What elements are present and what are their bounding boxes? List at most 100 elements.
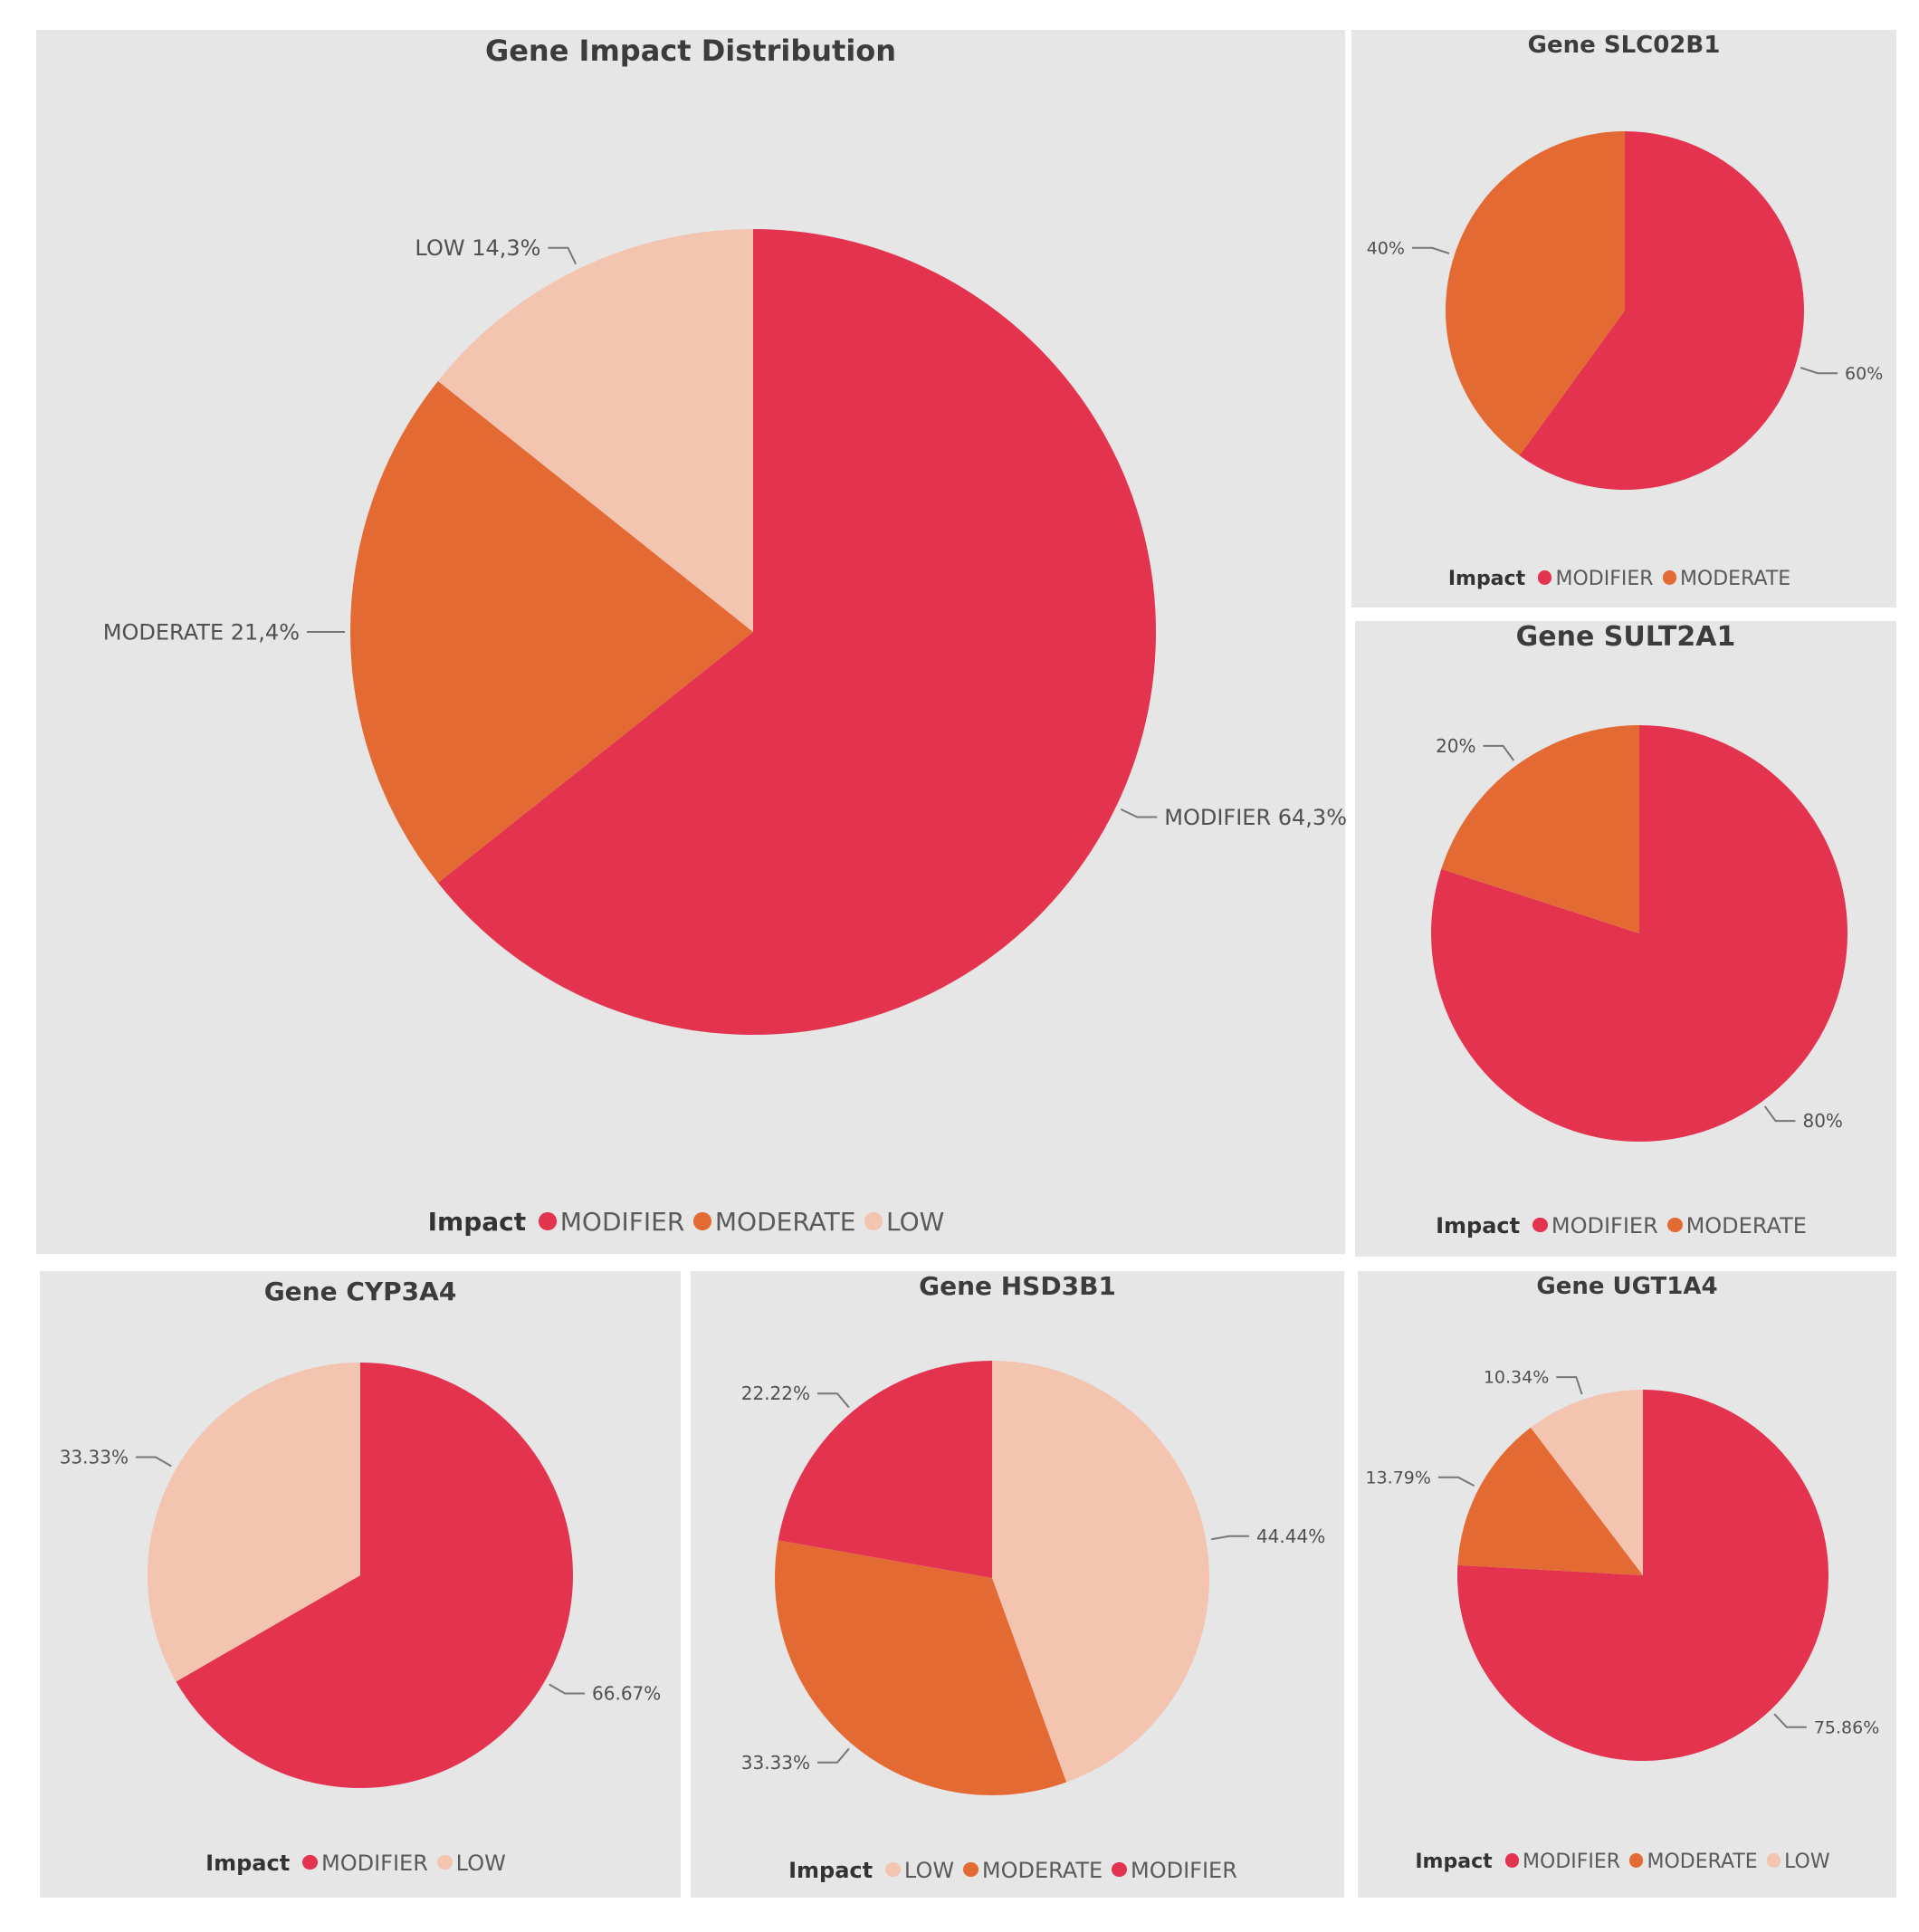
legend-dot-icon bbox=[1112, 1861, 1127, 1878]
data-label: 66.67% bbox=[592, 1683, 661, 1705]
legend-item-modifier[interactable]: MODIFIER bbox=[302, 1851, 428, 1876]
leader-line bbox=[1437, 1476, 1475, 1487]
legend-label: MODIFIER bbox=[1523, 1851, 1621, 1873]
leader-line bbox=[135, 1456, 172, 1468]
pie-chart: 80% 20% bbox=[1431, 725, 1847, 1142]
legend-label: MODIFIER bbox=[1551, 1213, 1658, 1239]
chart-panel-sult2a1: Gene SULT2A1 80% 20% Impact MODIFIER MODERA… bbox=[1355, 621, 1896, 1257]
legend-item-moderate[interactable]: MODERATE bbox=[693, 1207, 855, 1237]
legend-header: Impact bbox=[427, 1207, 527, 1237]
pie-slice-low[interactable] bbox=[1530, 1390, 1643, 1575]
legend-header: Impact bbox=[1415, 1851, 1493, 1873]
pie-chart: 44.44% 33.33% 22.22% bbox=[741, 1361, 1325, 1795]
pie-slice-moderate[interactable] bbox=[1441, 725, 1639, 933]
leader-line bbox=[817, 1747, 850, 1764]
chart-legend: Impact MODIFIER MODERATE bbox=[1351, 568, 1896, 590]
legend-label: LOW bbox=[455, 1851, 506, 1876]
legend-label: MODIFIER bbox=[559, 1207, 685, 1237]
legend-item-low[interactable]: LOW bbox=[1766, 1851, 1830, 1873]
legend-item-low[interactable]: LOW bbox=[885, 1858, 954, 1883]
legend-item-moderate[interactable]: MODERATE bbox=[1662, 568, 1791, 590]
legend-item-low[interactable]: LOW bbox=[864, 1207, 944, 1237]
legend-label: LOW bbox=[903, 1858, 955, 1883]
legend-header: Impact bbox=[1436, 1213, 1521, 1239]
legend-dot-icon bbox=[1662, 570, 1676, 585]
chart-title: Gene CYP3A4 bbox=[263, 1277, 457, 1306]
chart-panel-slco2b1: Gene SLC02B1 60% 40% Impact MODIFIER MODERA… bbox=[1351, 30, 1896, 607]
data-label: 40% bbox=[1367, 238, 1405, 258]
data-label: 33.33% bbox=[741, 1752, 810, 1774]
pie-slice-modifier[interactable] bbox=[437, 229, 1157, 1035]
legend-label: LOW bbox=[1784, 1851, 1830, 1873]
legend-dot-icon bbox=[963, 1861, 979, 1878]
chart-legend: Impact MODIFIER MODERATE LOW bbox=[36, 1207, 1345, 1237]
legend-dot-icon bbox=[1538, 570, 1552, 585]
pie-chart: MODIFIER 64,3% MODERATE 21,4% LOW 14,3% bbox=[103, 229, 1347, 1035]
data-label: 13.79% bbox=[1365, 1468, 1430, 1487]
legend-label: MODERATE bbox=[714, 1207, 856, 1237]
pie-slice-moderate[interactable] bbox=[1457, 1427, 1643, 1575]
data-label: 20% bbox=[1436, 735, 1475, 757]
chart-legend: Impact MODIFIER MODERATE bbox=[1355, 1213, 1896, 1239]
legend-item-modifier[interactable]: MODIFIER bbox=[539, 1207, 684, 1237]
legend-item-modifier[interactable]: MODIFIER bbox=[1504, 1851, 1621, 1873]
leader-line bbox=[1411, 246, 1450, 254]
legend-item-moderate[interactable]: MODERATE bbox=[963, 1858, 1103, 1883]
legend-dot-icon bbox=[539, 1212, 557, 1230]
legend-item-modifier[interactable]: MODIFIER bbox=[1532, 1213, 1658, 1239]
chart-panel-ugt1a4: Gene UGT1A4 75.86% 13.79% 10.34% Impact MOD… bbox=[1358, 1271, 1896, 1898]
pie-slice-low[interactable] bbox=[992, 1361, 1210, 1783]
legend-dot-icon bbox=[1766, 1853, 1781, 1868]
legend-dot-icon bbox=[1666, 1217, 1683, 1233]
pie-slice-low[interactable] bbox=[148, 1363, 360, 1682]
leader-line bbox=[1483, 744, 1515, 761]
pie-slice-moderate[interactable] bbox=[775, 1540, 1067, 1795]
legend-label: MODERATE bbox=[981, 1858, 1103, 1883]
data-label: 22.22% bbox=[741, 1382, 810, 1404]
chart-legend: Impact MODIFIER MODERATE LOW bbox=[1358, 1851, 1896, 1873]
chart-title: Gene Impact Distribution bbox=[484, 33, 897, 68]
chart-legend: Impact MODIFIER LOW bbox=[40, 1851, 681, 1876]
leader-line bbox=[549, 1683, 586, 1695]
legend-label: LOW bbox=[886, 1207, 945, 1237]
legend-item-modifier[interactable]: MODIFIER bbox=[1538, 568, 1654, 590]
legend-item-modifier[interactable]: MODIFIER bbox=[1112, 1858, 1237, 1883]
legend-label: MODIFIER bbox=[1130, 1858, 1237, 1883]
pie-chart: 75.86% 13.79% 10.34% bbox=[1365, 1368, 1879, 1761]
legend-header: Impact bbox=[1447, 568, 1526, 590]
legend-dot-icon bbox=[302, 1854, 318, 1870]
pie-slice-moderate[interactable] bbox=[1446, 131, 1625, 456]
leader-line bbox=[1120, 808, 1158, 818]
legend-label: MODERATE bbox=[1679, 568, 1791, 590]
pie-chart: 66.67% 33.33% bbox=[60, 1363, 661, 1788]
legend-item-moderate[interactable]: MODERATE bbox=[1666, 1213, 1807, 1239]
legend-dot-icon bbox=[1629, 1853, 1644, 1868]
legend-dot-icon bbox=[1504, 1853, 1520, 1868]
legend-label: MODERATE bbox=[1647, 1851, 1758, 1873]
leader-line bbox=[1556, 1376, 1583, 1395]
legend-label: MODERATE bbox=[1685, 1213, 1807, 1239]
chart-panel-hsd3b1: Gene HSD3B1 44.44% 33.33% 22.22% Impact LOW… bbox=[691, 1271, 1344, 1898]
pie-slice-moderate[interactable] bbox=[349, 380, 753, 884]
data-label: 75.86% bbox=[1814, 1717, 1879, 1737]
chart-legend: Impact LOW MODERATE MODIFIER bbox=[691, 1858, 1344, 1883]
pie-slice-modifier[interactable] bbox=[176, 1363, 573, 1788]
legend-label: MODIFIER bbox=[320, 1851, 428, 1876]
legend-item-low[interactable]: LOW bbox=[436, 1851, 506, 1876]
legend-dot-icon bbox=[693, 1212, 711, 1230]
chart-title: Gene SLC02B1 bbox=[1527, 32, 1721, 59]
legend-dot-icon bbox=[864, 1212, 883, 1230]
legend-label: MODIFIER bbox=[1555, 568, 1654, 590]
pie-slice-modifier[interactable] bbox=[1519, 131, 1804, 490]
pie-slice-modifier[interactable] bbox=[778, 1361, 992, 1578]
pie-slice-low[interactable] bbox=[437, 229, 753, 632]
legend-item-moderate[interactable]: MODERATE bbox=[1629, 1851, 1758, 1873]
chart-title: Gene SULT2A1 bbox=[1515, 621, 1736, 653]
data-label: MODERATE 21,4% bbox=[103, 619, 300, 645]
legend-dot-icon bbox=[436, 1854, 453, 1870]
chart-title: Gene UGT1A4 bbox=[1536, 1273, 1718, 1300]
legend-dot-icon bbox=[1532, 1217, 1548, 1233]
data-label: MODIFIER 64,3% bbox=[1164, 805, 1347, 830]
data-label: 80% bbox=[1802, 1110, 1842, 1132]
data-label: 33.33% bbox=[60, 1446, 129, 1468]
